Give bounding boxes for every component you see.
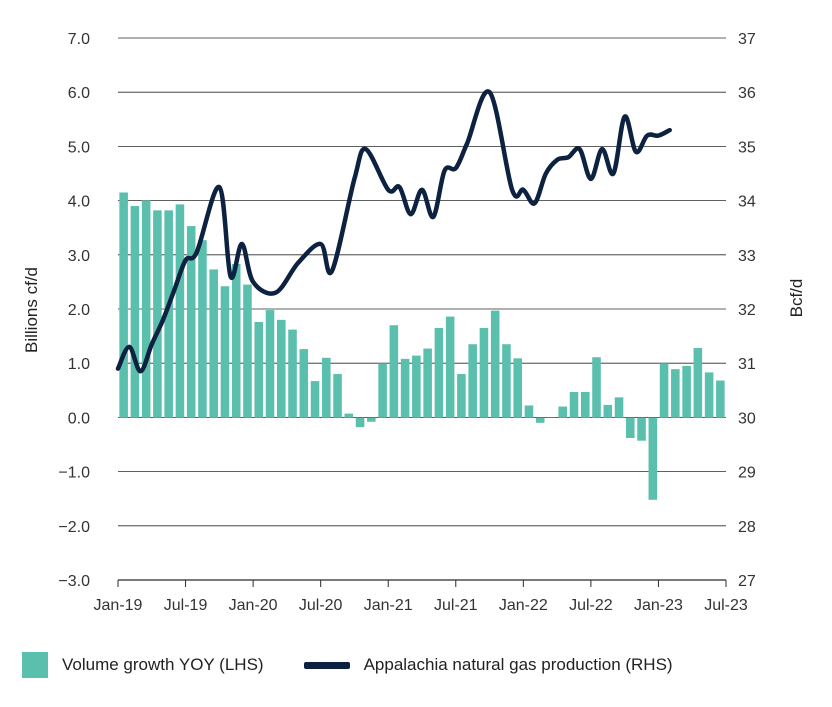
- legend-item-volume-growth: Volume growth YOY (LHS): [22, 652, 264, 678]
- bar-volume-growth: [535, 417, 545, 423]
- y-left-tick-label: 3.0: [68, 248, 90, 265]
- bar-volume-growth: [547, 417, 556, 418]
- bar-volume-growth: [186, 226, 196, 418]
- bar-volume-growth: [716, 380, 725, 418]
- y-right-tick-label: 31: [738, 356, 756, 373]
- bar-volume-growth: [141, 200, 151, 418]
- legend-item-production: Appalachia natural gas production (RHS): [303, 655, 673, 675]
- bar-volume-growth: [276, 319, 286, 418]
- y-left-tick-label: −1.0: [58, 465, 90, 482]
- bar-volume-growth: [209, 269, 218, 418]
- y-right-tick-label: 32: [738, 302, 756, 319]
- bar-volume-growth: [490, 310, 500, 418]
- y-left-tick-label: 7.0: [68, 31, 90, 48]
- x-tick-label: Jul-22: [569, 597, 613, 614]
- y-right-tick-label: 27: [738, 573, 756, 590]
- bar-volume-growth: [175, 204, 185, 418]
- bar-volume-growth: [445, 316, 455, 418]
- bar-volume-growth: [434, 327, 444, 418]
- bar-volume-growth: [693, 348, 703, 418]
- bar-volume-growth: [299, 349, 309, 418]
- bar-volume-growth: [265, 310, 275, 418]
- bar-volume-growth: [220, 286, 230, 418]
- y-right-tick-label: 36: [738, 85, 756, 102]
- bar-volume-growth: [288, 329, 297, 418]
- y-left-tick-label: 0.0: [68, 410, 90, 427]
- bar-volume-growth: [243, 284, 252, 418]
- bar-volume-growth: [468, 344, 477, 418]
- y-left-tick-label: 1.0: [68, 356, 90, 373]
- line-appalachia-production: [115, 89, 672, 374]
- legend-swatch-line: [303, 661, 350, 669]
- bar-volume-growth: [153, 210, 162, 418]
- bar-volume-growth: [659, 363, 669, 418]
- legend: Volume growth YOY (LHS) Appalachia natur…: [22, 652, 713, 678]
- legend-label-volume-growth: Volume growth YOY (LHS): [62, 655, 264, 674]
- bar-volume-growth: [603, 404, 613, 418]
- x-tick-label: Jul-20: [299, 597, 343, 614]
- y-left-tick-label: 2.0: [68, 302, 90, 319]
- bar-volume-growth: [378, 363, 387, 418]
- bar-volume-growth: [231, 264, 241, 418]
- y-right-tick-label: 35: [738, 139, 756, 156]
- x-tick-label: Jul-19: [164, 597, 208, 614]
- combo-chart: 7.0 6.0 5.0 4.0 3.0 2.0 1.0 0.0 −1.0 −2.0 −3.0 37 36…: [22, 31, 806, 614]
- bar-volume-growth: [671, 369, 680, 418]
- y-right-axis-title: Bcf/d: [787, 279, 806, 318]
- bar-volume-growth: [569, 391, 579, 418]
- bar-volume-growth: [310, 381, 320, 418]
- x-tick-label: Jan-21: [364, 597, 413, 614]
- x-tick-label: Jul-23: [704, 597, 748, 614]
- bar-volume-growth: [704, 372, 714, 418]
- bar-volume-growth: [333, 374, 342, 418]
- x-tick-label: Jan-22: [499, 597, 548, 614]
- y-right-tick-label: 33: [738, 248, 756, 265]
- bar-volume-growth: [558, 406, 568, 418]
- bar-volume-growth: [648, 417, 658, 500]
- bar-volume-growth: [592, 357, 601, 418]
- y-right-tick-label: 37: [738, 31, 756, 48]
- bar-volume-growth: [457, 374, 466, 418]
- y-left-tick-label: 4.0: [68, 194, 90, 211]
- bar-volume-growth: [502, 344, 511, 418]
- bar-volume-growth: [580, 391, 590, 418]
- bar-volume-growth: [164, 210, 173, 418]
- bar-volume-growth: [367, 417, 376, 422]
- y-right-tick-label: 34: [738, 194, 756, 211]
- bar-volume-growth: [524, 405, 534, 418]
- y-left-axis-title: Billions cf/d: [22, 267, 41, 353]
- bar-volume-growth: [344, 413, 354, 418]
- bar-volume-growth: [389, 325, 399, 418]
- bar-volume-growth: [254, 322, 264, 418]
- x-tick-label: Jan-20: [229, 597, 278, 614]
- bar-volume-growth: [400, 358, 410, 418]
- bar-volume-growth: [423, 348, 432, 418]
- bar-volume-growth: [682, 365, 691, 418]
- legend-swatch-bar: [22, 652, 48, 678]
- y-left-tick-label: 5.0: [68, 139, 90, 156]
- y-right-tick-label: 28: [738, 519, 756, 536]
- x-tick-label: Jan-23: [634, 597, 683, 614]
- bar-volume-growth: [614, 397, 624, 418]
- x-tick-label: Jan-19: [94, 597, 143, 614]
- bar-volume-growth: [355, 417, 365, 428]
- legend-label-production: Appalachia natural gas production (RHS): [363, 655, 673, 674]
- bar-volume-growth: [130, 206, 140, 418]
- y-right-tick-label: 29: [738, 465, 756, 482]
- bar-volume-growth: [479, 327, 489, 418]
- bar-volume-growth: [626, 417, 635, 438]
- bar-volume-growth: [198, 240, 207, 418]
- y-left-tick-label: −3.0: [58, 573, 90, 590]
- x-tick-label: Jul-21: [434, 597, 478, 614]
- y-left-tick-label: 6.0: [68, 85, 90, 102]
- bar-volume-growth: [322, 357, 331, 418]
- bar-volume-growth: [637, 417, 646, 441]
- bar-volume-growth: [119, 192, 128, 418]
- bar-volume-growth: [513, 358, 522, 418]
- bar-volume-growth: [412, 355, 421, 418]
- y-right-tick-label: 30: [738, 410, 756, 427]
- y-left-tick-label: −2.0: [58, 519, 90, 536]
